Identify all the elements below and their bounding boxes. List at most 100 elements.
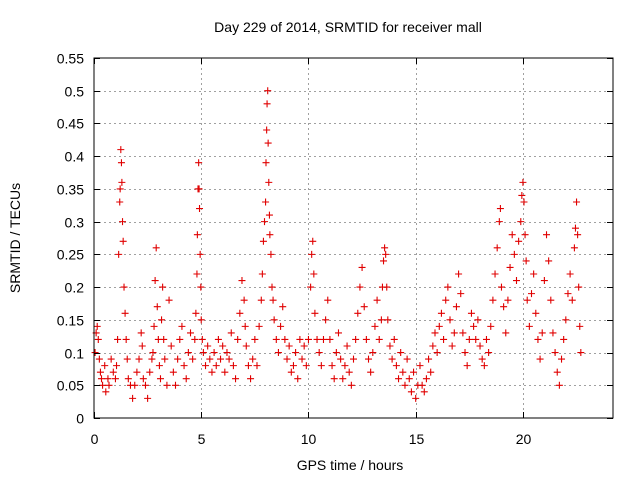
x-tick-label: 15 (409, 431, 425, 447)
data-point (508, 231, 516, 239)
x-axis-label: GPS time / hours (297, 457, 404, 473)
data-point (107, 355, 115, 363)
data-point (576, 322, 584, 330)
data-point (133, 368, 141, 376)
data-point (311, 309, 319, 317)
y-tick-label: 0.25 (57, 247, 84, 263)
data-point (518, 191, 526, 199)
data-point (264, 87, 272, 95)
data-point (263, 126, 271, 134)
data-point (319, 335, 327, 343)
data-point (244, 362, 252, 370)
data-point (532, 309, 540, 317)
data-point (176, 335, 184, 343)
data-point (159, 283, 167, 291)
data-point (515, 237, 523, 245)
data-point (345, 368, 353, 376)
data-point (504, 296, 512, 304)
data-point (138, 342, 146, 350)
data-point (241, 322, 249, 330)
data-point (236, 309, 244, 317)
data-point (94, 335, 102, 343)
data-point (339, 375, 347, 383)
data-point (371, 322, 379, 330)
data-point (437, 309, 445, 317)
data-point (259, 237, 267, 245)
data-point (310, 270, 318, 278)
data-point (144, 394, 152, 402)
data-point (139, 375, 147, 383)
data-point (356, 283, 364, 291)
data-point (206, 355, 214, 363)
data-point (553, 368, 561, 376)
data-point (214, 335, 222, 343)
data-point (292, 349, 300, 357)
data-point (296, 335, 304, 343)
data-point (560, 335, 568, 343)
data-point (341, 362, 349, 370)
data-point (555, 381, 563, 389)
data-point (377, 316, 385, 324)
data-point (410, 368, 418, 376)
data-point (123, 355, 131, 363)
y-tick-label: 0.45 (57, 116, 84, 132)
data-point (334, 329, 342, 337)
data-point (171, 381, 179, 389)
data-point (543, 231, 551, 239)
data-point (247, 375, 255, 383)
data-point (500, 303, 508, 311)
data-point (322, 316, 330, 324)
data-point (184, 349, 192, 357)
data-point (540, 277, 548, 285)
data-point (174, 355, 182, 363)
data-point (151, 277, 159, 285)
data-point (223, 349, 231, 357)
data-point (118, 178, 126, 186)
data-point (232, 375, 240, 383)
data-point (192, 309, 200, 317)
data-point (242, 342, 250, 350)
data-point (258, 270, 266, 278)
data-point (522, 257, 530, 265)
data-point (442, 296, 450, 304)
data-point (493, 244, 501, 252)
data-point (520, 198, 528, 206)
data-point (182, 375, 190, 383)
data-point (538, 329, 546, 337)
data-point (388, 355, 396, 363)
data-point (272, 335, 280, 343)
data-point (495, 218, 503, 226)
data-point (307, 283, 315, 291)
data-point (530, 270, 538, 278)
data-point (407, 388, 415, 396)
data-point (380, 257, 388, 265)
data-point (470, 322, 478, 330)
data-point (268, 283, 276, 291)
data-point (418, 381, 426, 389)
data-point (274, 349, 282, 357)
data-point (497, 283, 505, 291)
data-point (545, 257, 553, 265)
data-point (129, 394, 137, 402)
data-point (510, 250, 518, 258)
y-tick-label: 0.4 (65, 149, 85, 165)
data-point (571, 224, 579, 232)
data-point (463, 362, 471, 370)
data-point (212, 362, 220, 370)
data-point (496, 205, 504, 213)
data-point (551, 349, 559, 357)
data-point (405, 375, 413, 383)
x-tick-label: 5 (198, 431, 206, 447)
data-point (549, 329, 557, 337)
data-point (116, 198, 124, 206)
data-point (109, 368, 117, 376)
data-point (152, 244, 160, 252)
data-point (459, 329, 467, 337)
data-point (489, 296, 497, 304)
data-point (450, 329, 458, 337)
data-point (566, 270, 574, 278)
data-point (369, 349, 377, 357)
data-point (521, 231, 529, 239)
data-point (358, 263, 366, 271)
data-point (519, 178, 527, 186)
